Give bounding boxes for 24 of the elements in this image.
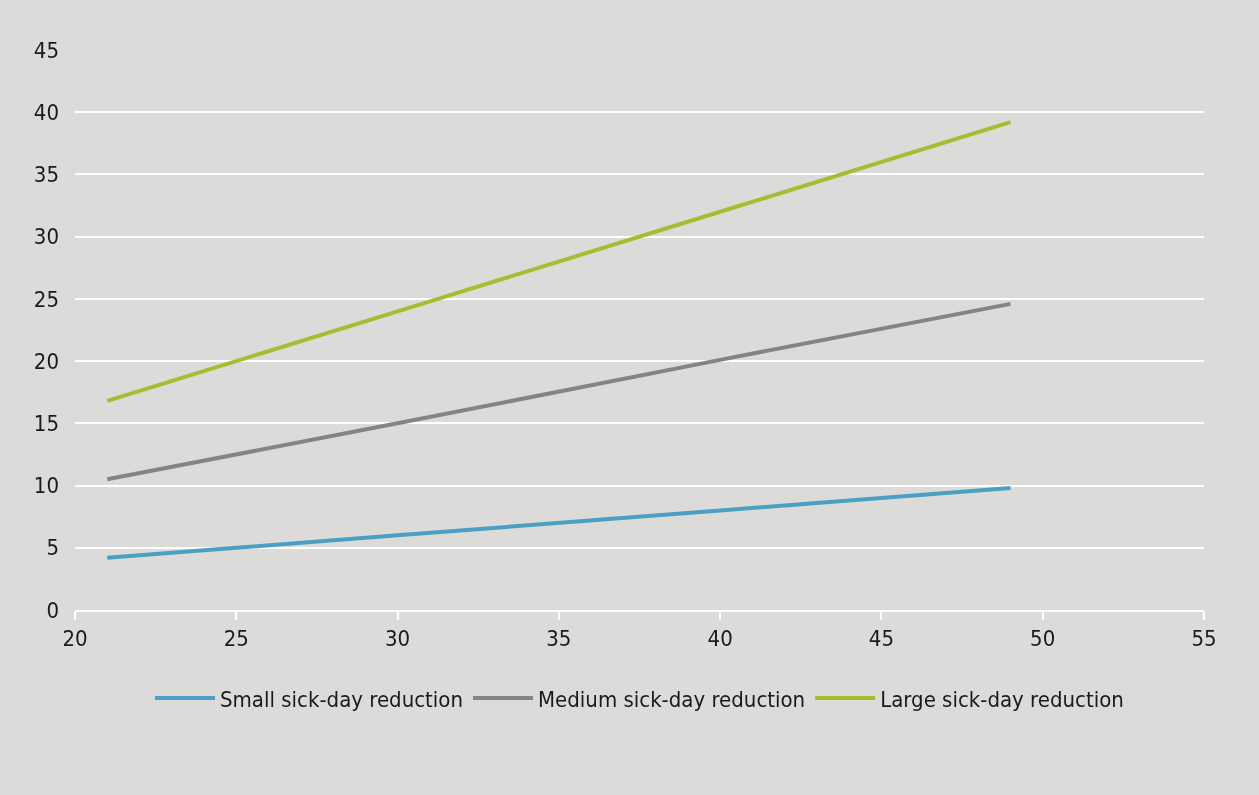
x-tick-label: 45 [868, 626, 895, 652]
y-tick-label: 5 [46, 535, 59, 561]
y-tick-label: 0 [46, 597, 59, 623]
y-tick-label: 30 [33, 224, 59, 250]
y-tick-label: 20 [33, 348, 59, 374]
x-tick-label: 55 [1191, 626, 1217, 652]
x-tick-label: 25 [223, 626, 249, 652]
y-tick-label: 35 [33, 162, 59, 188]
x-tick-label: 20 [62, 626, 88, 652]
x-tick-label: 40 [707, 626, 733, 652]
y-tick-label: 15 [33, 411, 59, 437]
y-tick-label: 25 [33, 286, 59, 312]
y-tick-label: 45 [33, 37, 59, 63]
x-tick-label: 30 [384, 626, 411, 652]
legend-label: Large sick-day reduction [880, 686, 1124, 712]
line-series [105, 301, 1013, 482]
x-tick-label: 50 [1030, 626, 1056, 652]
legend-label: Medium sick-day reduction [538, 686, 806, 712]
x-tick-label: 35 [546, 626, 572, 652]
y-tick-label: 40 [33, 99, 59, 125]
y-tick-label: 10 [33, 473, 59, 499]
line-series [105, 486, 1013, 560]
legend-label: Small sick-day reduction [220, 686, 463, 712]
line-series [105, 120, 1013, 403]
